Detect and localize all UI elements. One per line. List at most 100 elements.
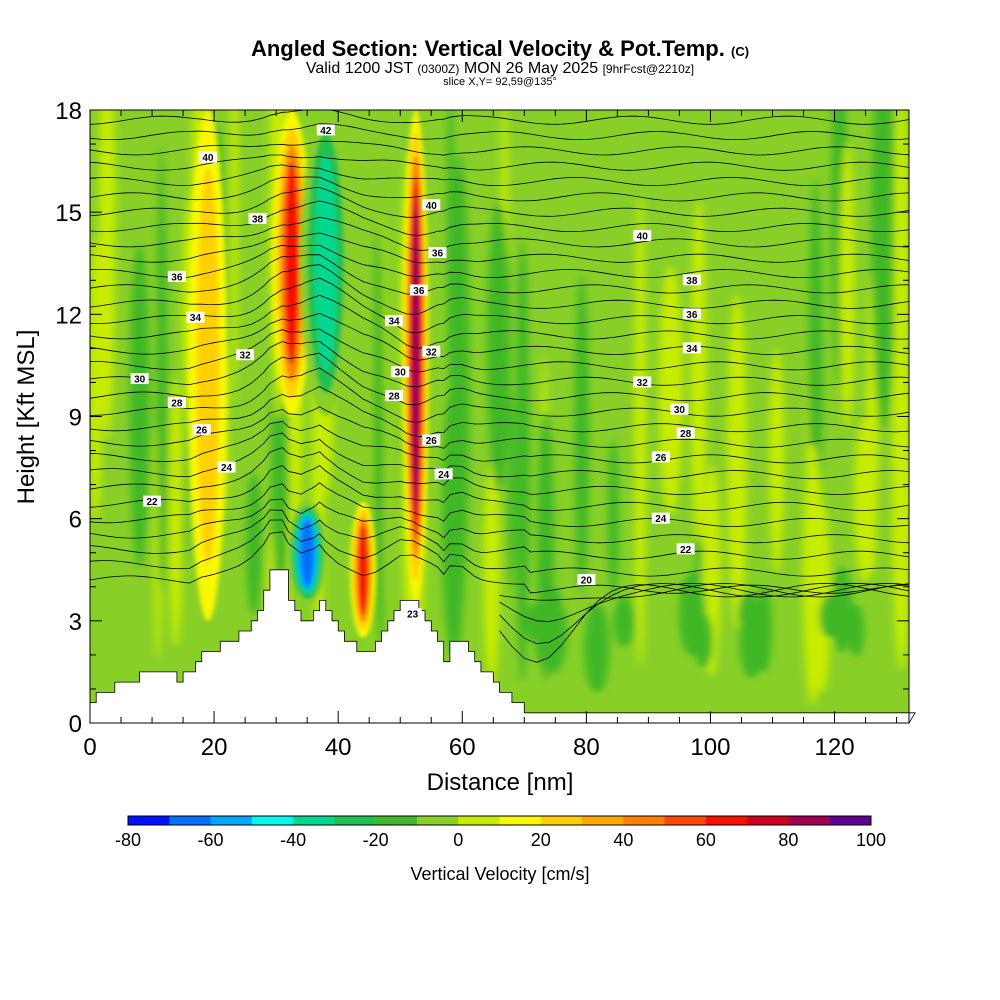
colorbar-swatch xyxy=(128,816,170,825)
theta-contour-label: 40 xyxy=(198,151,217,164)
theta-contour-label-bg xyxy=(670,403,689,415)
vertical-velocity-field xyxy=(90,110,909,723)
x-tick-label: 120 xyxy=(815,734,855,761)
chart-slice-info: slice X,Y= 92,59@135° xyxy=(443,76,557,88)
theta-contour-label-text: 32 xyxy=(426,347,438,358)
theta-contour-label-text: 40 xyxy=(202,153,214,164)
theta-contour-label-bg xyxy=(316,124,335,136)
theta-contour-label-bg xyxy=(676,543,695,555)
x-tick-label: 80 xyxy=(573,734,600,761)
theta-contour-label-bg xyxy=(428,247,447,259)
x-tick-label: 0 xyxy=(83,734,96,761)
theta-contour-line xyxy=(90,200,909,236)
theta-contour-label: 22 xyxy=(676,543,695,556)
theta-contour-label-text: 22 xyxy=(680,545,692,556)
theta-contour-label-bg xyxy=(391,366,410,378)
theta-contour-line xyxy=(90,447,909,495)
theta-contour-line xyxy=(90,465,909,511)
colorbar-swatch xyxy=(458,816,500,825)
field-low-blob xyxy=(739,603,763,679)
theta-contour-label-bg xyxy=(651,512,670,524)
theta-contour-line xyxy=(90,186,909,218)
theta-contour-label-text: 34 xyxy=(190,313,202,324)
colorbar-swatch xyxy=(169,816,211,825)
theta-contour-label-bg xyxy=(422,345,441,357)
downdraft-core xyxy=(314,155,337,371)
field-streak xyxy=(813,502,831,695)
theta-contour-label: 32 xyxy=(236,349,255,362)
theta-contour-line xyxy=(90,352,909,406)
colorbar-swatch xyxy=(829,816,872,825)
updraft-core xyxy=(284,161,299,365)
y-tick-label: 0 xyxy=(69,711,82,738)
theta-contour-label-bg xyxy=(198,151,217,163)
theta-contour-label-text: 24 xyxy=(438,470,450,481)
theta-contour-label-bg xyxy=(434,468,453,480)
theta-contour-label-bg xyxy=(143,495,162,507)
colorbar-swatch xyxy=(705,816,748,825)
theta-contour-label-text: 26 xyxy=(196,426,208,437)
theta-contour-label-text: 32 xyxy=(240,351,252,362)
y-tick-label: 6 xyxy=(69,507,82,534)
theta-contour-label: 24 xyxy=(434,468,453,481)
updraft-core xyxy=(358,524,368,615)
theta-contour-line xyxy=(90,123,909,141)
theta-contour-label: 34 xyxy=(186,311,205,324)
updraft-core xyxy=(196,167,220,564)
theta-contour-label: 38 xyxy=(682,274,701,287)
theta-contour-line xyxy=(90,216,909,251)
theta-contour-label: 36 xyxy=(682,308,701,321)
x-tick-label: 60 xyxy=(449,734,476,761)
theta-contour-label-bg xyxy=(236,349,255,361)
theta-contour-label: 24 xyxy=(651,512,670,525)
colorbar-tick-label: 80 xyxy=(778,830,798,850)
terrain-profile xyxy=(89,569,916,724)
theta-contour-line xyxy=(90,164,909,187)
theta-contour-label: 36 xyxy=(409,284,428,297)
field-streak xyxy=(515,239,530,683)
colorbar-swatch xyxy=(210,816,253,825)
theta-contour-label: 36 xyxy=(428,247,447,260)
theta-contour-label-text: 36 xyxy=(432,249,444,260)
chart-valid-time: Valid 1200 JST (0300Z) MON 26 May 2025 [… xyxy=(0,60,1000,78)
theta-contour-line xyxy=(90,176,909,202)
theta-contour-label: 32 xyxy=(633,376,652,389)
colorbar-tick-label: 60 xyxy=(696,830,716,850)
field-streak xyxy=(574,274,589,595)
theta-contour-label-text: 28 xyxy=(680,429,692,440)
colorbar-tick-label: -80 xyxy=(115,830,141,850)
theta-contour-line xyxy=(90,264,909,315)
theta-contour-line xyxy=(90,254,909,295)
theta-contour-label-bg xyxy=(385,315,404,327)
theta-contour-label: 30 xyxy=(130,373,149,386)
theta-contour-label: 26 xyxy=(651,451,670,464)
theta-contour-line xyxy=(90,519,909,577)
theta-contour-label-bg xyxy=(167,396,186,408)
theta-contour-label-bg xyxy=(682,308,701,320)
theta-contour-label: 38 xyxy=(248,212,267,225)
theta-contour-label: 32 xyxy=(422,345,441,358)
field-streak xyxy=(99,110,116,441)
theta-contour-label-text: 38 xyxy=(686,276,698,287)
field-streak xyxy=(727,293,747,629)
theta-contour-label-text: 30 xyxy=(674,405,686,416)
theta-contour-label-bg xyxy=(577,573,596,585)
colorbar-frame xyxy=(127,815,872,826)
y-tick-label: 15 xyxy=(55,200,82,227)
field-streak xyxy=(90,237,103,524)
field-streak xyxy=(129,242,150,568)
theta-contour-label-text: 24 xyxy=(221,463,233,474)
theta-contour-label-bg xyxy=(409,284,428,296)
theta-contour-label: 23 xyxy=(403,608,422,621)
theta-contour-line xyxy=(90,509,909,560)
theta-contour-label-bg xyxy=(192,424,211,436)
theta-contour-label: 36 xyxy=(167,270,186,283)
theta-contour-label: 42 xyxy=(316,124,335,137)
theta-contour-label-text: 28 xyxy=(171,398,183,409)
colorbar-swatch xyxy=(747,816,789,825)
valid-prefix: Valid 1200 JST xyxy=(305,60,413,77)
theta-contour-line xyxy=(90,531,909,594)
theta-contour-line xyxy=(90,367,909,423)
colorbar-tick-label: -60 xyxy=(198,830,224,850)
